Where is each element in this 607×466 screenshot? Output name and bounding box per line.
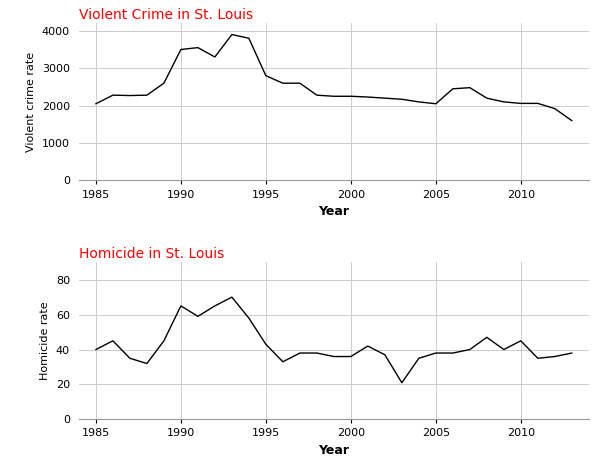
X-axis label: Year: Year [318, 205, 350, 218]
Text: Violent Crime in St. Louis: Violent Crime in St. Louis [79, 8, 253, 22]
Y-axis label: Violent crime rate: Violent crime rate [26, 52, 36, 152]
Text: Homicide in St. Louis: Homicide in St. Louis [79, 247, 224, 261]
Y-axis label: Homicide rate: Homicide rate [40, 302, 50, 380]
X-axis label: Year: Year [318, 444, 350, 457]
